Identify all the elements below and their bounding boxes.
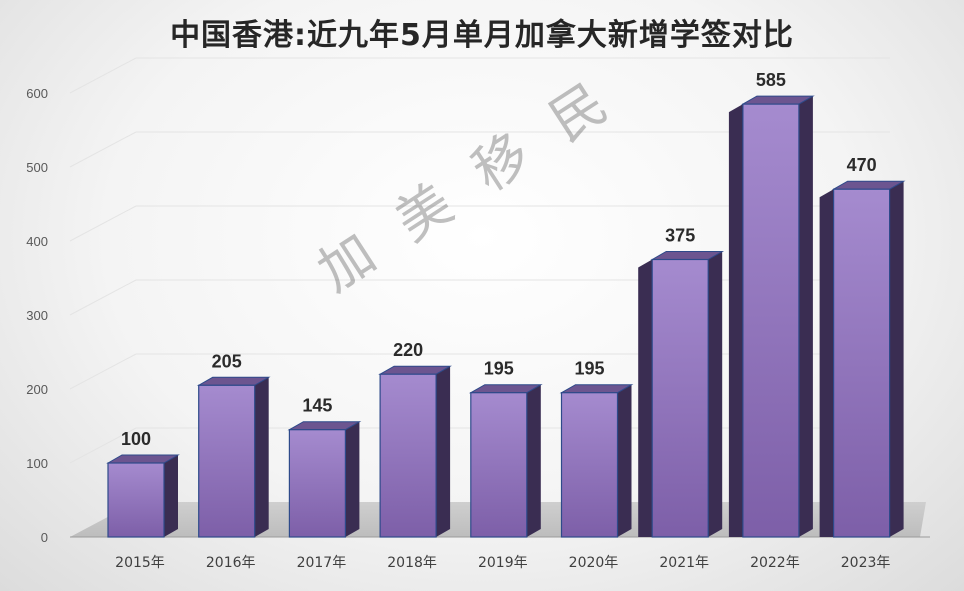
gridline-diagonal bbox=[69, 427, 137, 464]
gridline-diagonal bbox=[69, 205, 137, 242]
bar-front bbox=[560, 392, 619, 538]
x-tick-label: 2020年 bbox=[569, 555, 619, 571]
data-label: 195 bbox=[484, 359, 514, 379]
bar-front bbox=[470, 392, 528, 538]
bar-front bbox=[379, 373, 437, 538]
bar bbox=[819, 180, 906, 538]
bar-front bbox=[107, 462, 165, 538]
bar bbox=[638, 251, 725, 538]
bar-side bbox=[708, 251, 723, 537]
bar bbox=[106, 454, 180, 538]
bar-side bbox=[436, 366, 451, 537]
data-label: 470 bbox=[847, 155, 877, 175]
x-tick-label: 2016年 bbox=[206, 555, 256, 571]
x-tick-label: 2023年 bbox=[841, 555, 891, 571]
data-label: 145 bbox=[302, 396, 332, 416]
bar-front bbox=[198, 384, 256, 538]
bar bbox=[559, 384, 634, 538]
bar-front bbox=[832, 188, 891, 538]
bar-shadow bbox=[638, 259, 653, 537]
gridline-diagonal bbox=[69, 57, 137, 94]
bar bbox=[378, 365, 452, 538]
bar-side bbox=[526, 384, 541, 537]
bar-front bbox=[742, 103, 800, 538]
bar bbox=[468, 384, 543, 538]
x-tick-label: 2021年 bbox=[659, 555, 709, 571]
data-label: 195 bbox=[574, 359, 604, 379]
x-tick-label: 2015年 bbox=[115, 555, 165, 571]
x-tick-label: 2022年 bbox=[750, 555, 800, 571]
data-label: 585 bbox=[756, 70, 786, 90]
gridline-diagonal bbox=[69, 353, 137, 390]
bar bbox=[728, 95, 815, 538]
bar-side bbox=[798, 96, 813, 537]
bar-side bbox=[345, 421, 360, 537]
data-label: 375 bbox=[665, 226, 695, 246]
gridline-diagonal bbox=[69, 279, 137, 316]
y-tick-label: 300 bbox=[26, 308, 48, 323]
bar bbox=[196, 376, 271, 538]
y-tick-label: 100 bbox=[26, 456, 48, 471]
y-tick-label: 0 bbox=[41, 530, 48, 545]
bar-side bbox=[254, 377, 269, 537]
bar-side bbox=[889, 181, 904, 537]
x-tick-label: 2017年 bbox=[297, 555, 347, 571]
y-tick-label: 400 bbox=[26, 234, 48, 249]
bar-front bbox=[288, 429, 346, 538]
y-tick-label: 600 bbox=[26, 86, 48, 101]
bar-side bbox=[164, 455, 178, 537]
chart-title: 中国香港:近九年5月单月加拿大新增学签对比 bbox=[170, 18, 794, 53]
data-label: 220 bbox=[393, 340, 423, 360]
y-tick-label: 500 bbox=[26, 160, 48, 175]
x-tick-label: 2018年 bbox=[387, 555, 437, 571]
gridline-diagonal bbox=[69, 131, 137, 168]
bar-front bbox=[651, 258, 709, 538]
data-label: 205 bbox=[212, 351, 242, 371]
bar-shadow bbox=[819, 189, 834, 537]
bar-side bbox=[617, 384, 632, 537]
x-tick-label: 2019年 bbox=[478, 555, 528, 571]
data-label: 100 bbox=[121, 429, 151, 449]
y-tick-label: 200 bbox=[26, 382, 48, 397]
bar-shadow bbox=[728, 104, 743, 537]
bar bbox=[287, 421, 362, 538]
